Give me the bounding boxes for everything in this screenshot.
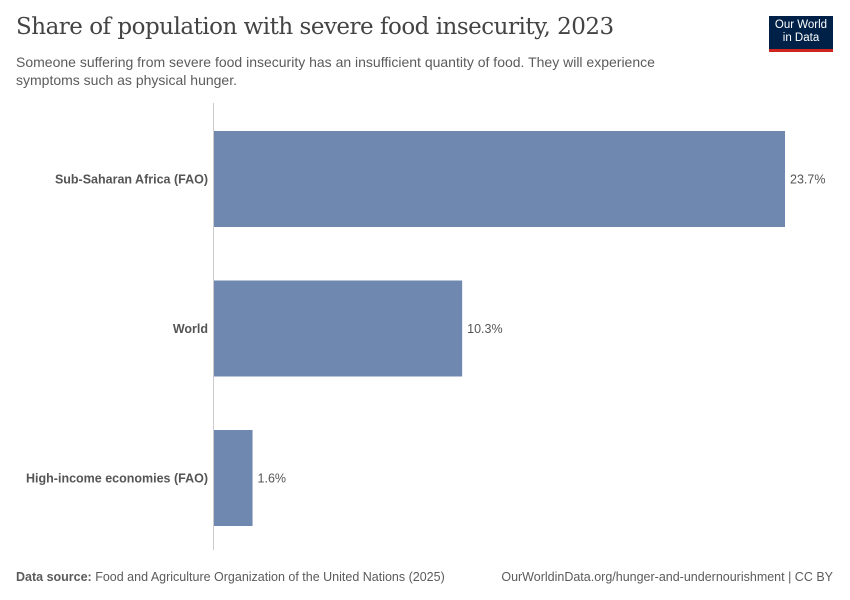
data-label: 10.3% [467, 322, 502, 336]
data-source: Data source: Food and Agriculture Organi… [16, 570, 445, 584]
footer-url[interactable]: OurWorldinData.org/hunger-and-undernouri… [501, 570, 833, 584]
category-label: High-income economies (FAO) [26, 472, 208, 486]
category-label: Sub-Saharan Africa (FAO) [55, 173, 208, 187]
bar[interactable] [214, 430, 253, 526]
source-text: Food and Agriculture Organization of the… [95, 570, 445, 584]
logo-text: Our World in Data [774, 19, 828, 44]
chart-subtitle: Someone suffering from severe food insec… [16, 54, 655, 88]
data-label: 1.6% [258, 472, 287, 486]
owid-logo[interactable]: Our World in Data [769, 16, 833, 52]
bar[interactable] [214, 280, 463, 377]
chart-title: Share of population with severe food ins… [16, 14, 614, 40]
source-label: Data source: [16, 570, 92, 584]
data-label: 23.7% [790, 173, 825, 187]
category-label: World [173, 322, 208, 336]
bar[interactable] [214, 131, 785, 227]
